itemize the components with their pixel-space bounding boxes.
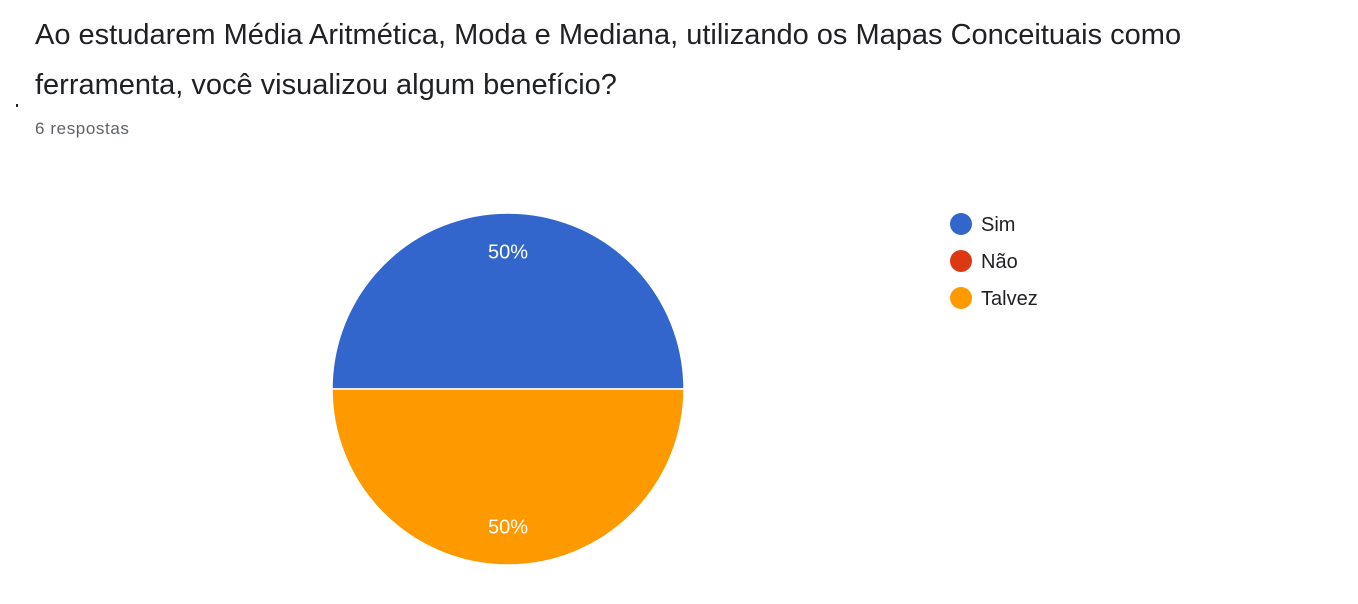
legend-marker-talvez	[950, 287, 972, 309]
legend-item-n-o[interactable]: Não	[950, 250, 1018, 273]
legend-item-talvez[interactable]: Talvez	[950, 287, 1038, 310]
slice-label-talvez: 50%	[488, 516, 528, 538]
legend-item-sim[interactable]: Sim	[950, 213, 1015, 236]
pie-slice-labels: 50% 50%	[488, 242, 528, 539]
response-count: 6 respostas	[35, 119, 130, 138]
chart-legend[interactable]: Sim Não Talvez	[950, 213, 1038, 310]
question-title: Ao estudarem Média Aritmética, Moda e Me…	[35, 19, 1182, 101]
pie-slice-sim[interactable]	[331, 212, 685, 390]
pie-slices	[331, 212, 685, 566]
slice-label-sim: 50%	[488, 242, 528, 264]
legend-marker-sim	[950, 213, 972, 235]
legend-marker-n-o	[950, 250, 972, 272]
legend-label-n-o: Não	[981, 251, 1018, 273]
stray-mark	[16, 104, 18, 107]
legend-label-talvez: Talvez	[981, 288, 1038, 310]
pie-slice-talvez[interactable]	[331, 388, 685, 566]
legend-label-sim: Sim	[981, 214, 1015, 236]
